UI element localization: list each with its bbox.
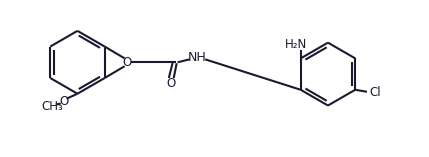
Text: Cl: Cl: [369, 86, 381, 99]
Text: O: O: [59, 95, 68, 108]
Text: CH₃: CH₃: [41, 100, 63, 113]
Text: O: O: [166, 77, 175, 90]
Text: NH: NH: [188, 51, 207, 64]
Text: H₂N: H₂N: [285, 38, 307, 51]
Text: O: O: [122, 56, 131, 69]
